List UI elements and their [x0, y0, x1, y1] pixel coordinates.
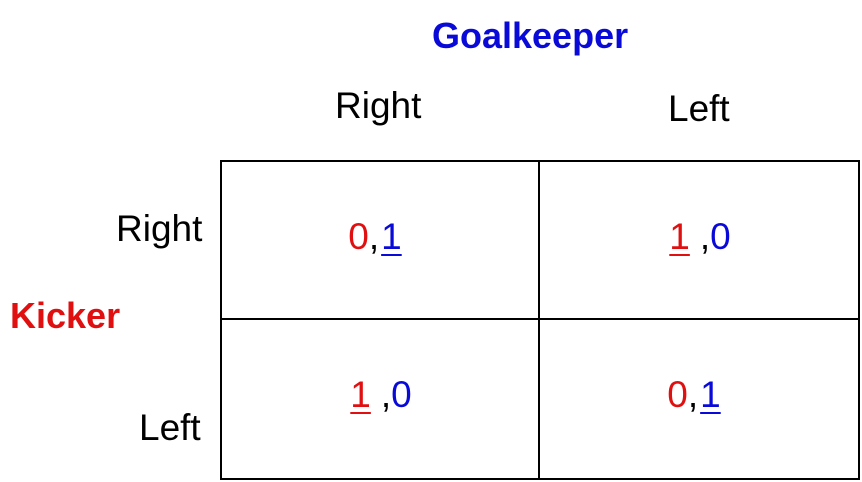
kicker-payoff: 0 [348, 216, 369, 257]
kicker-payoff: 1 [350, 374, 371, 415]
cell-right-left: 1, 0 [540, 162, 858, 320]
cell-left-left: 0, 1 [540, 320, 858, 478]
payoff-separator: , [699, 216, 711, 257]
cell-right-right: 0, 1 [222, 162, 540, 320]
payoff-separator: , [380, 374, 392, 415]
kicker-label: Kicker [10, 295, 121, 336]
payoff-separator: , [687, 374, 699, 415]
goalkeeper-payoff: 1 [700, 374, 721, 415]
goalkeeper-strategy-right: Right [335, 85, 422, 126]
payoff-pair: 0, 1 [540, 376, 858, 413]
payoff-pair: 1, 0 [540, 218, 858, 255]
kicker-payoff: 1 [669, 216, 690, 257]
goalkeeper-payoff: 1 [381, 216, 402, 257]
payoff-matrix: 0, 1 1, 0 1, 0 0, 1 [220, 160, 860, 480]
cell-left-right: 1, 0 [222, 320, 540, 478]
payoff-separator: , [368, 216, 380, 257]
goalkeeper-label: Goalkeeper [432, 15, 629, 56]
payoff-pair: 1, 0 [222, 376, 538, 413]
goalkeeper-payoff: 0 [710, 216, 731, 257]
kicker-payoff: 0 [667, 374, 688, 415]
goalkeeper-strategy-left: Left [668, 88, 730, 129]
payoff-pair: 0, 1 [222, 218, 538, 255]
kicker-strategy-left: Left [139, 407, 201, 448]
goalkeeper-payoff: 0 [391, 374, 412, 415]
kicker-strategy-right: Right [116, 208, 203, 249]
